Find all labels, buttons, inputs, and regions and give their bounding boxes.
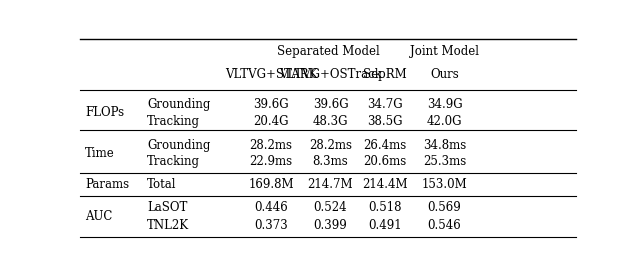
Text: 34.9G: 34.9G — [427, 98, 462, 111]
Text: AUC: AUC — [85, 210, 113, 223]
Text: Joint Model: Joint Model — [410, 45, 479, 58]
Text: 22.9ms: 22.9ms — [250, 155, 292, 168]
Text: 34.8ms: 34.8ms — [423, 139, 466, 152]
Text: 48.3G: 48.3G — [313, 115, 348, 128]
Text: 214.4M: 214.4M — [362, 178, 408, 191]
Text: Tracking: Tracking — [147, 115, 200, 128]
Text: 39.6G: 39.6G — [313, 98, 348, 111]
Text: 0.546: 0.546 — [428, 219, 461, 232]
Text: 26.4ms: 26.4ms — [364, 139, 406, 152]
Text: VLTVG+STARK: VLTVG+STARK — [225, 68, 317, 81]
Text: 28.2ms: 28.2ms — [309, 139, 352, 152]
Text: 169.8M: 169.8M — [248, 178, 294, 191]
Text: 25.3ms: 25.3ms — [423, 155, 466, 168]
Text: 0.446: 0.446 — [254, 201, 288, 214]
Text: 34.7G: 34.7G — [367, 98, 403, 111]
Text: 20.4G: 20.4G — [253, 115, 289, 128]
Text: FLOPs: FLOPs — [85, 106, 124, 119]
Text: 28.2ms: 28.2ms — [250, 139, 292, 152]
Text: SepRM: SepRM — [363, 68, 407, 81]
Text: Total: Total — [147, 178, 177, 191]
Text: 0.569: 0.569 — [428, 201, 461, 214]
Text: LaSOT: LaSOT — [147, 201, 188, 214]
Text: Separated Model: Separated Model — [276, 45, 380, 58]
Text: Grounding: Grounding — [147, 98, 211, 111]
Text: Tracking: Tracking — [147, 155, 200, 168]
Text: 0.373: 0.373 — [254, 219, 288, 232]
Text: 214.7M: 214.7M — [308, 178, 353, 191]
Text: 0.518: 0.518 — [368, 201, 402, 214]
Text: 0.524: 0.524 — [314, 201, 348, 214]
Text: 39.6G: 39.6G — [253, 98, 289, 111]
Text: 8.3ms: 8.3ms — [312, 155, 348, 168]
Text: 38.5G: 38.5G — [367, 115, 403, 128]
Text: VLTVG+OSTrack: VLTVG+OSTrack — [279, 68, 382, 81]
Text: 20.6ms: 20.6ms — [364, 155, 406, 168]
Text: TNL2K: TNL2K — [147, 219, 189, 232]
Text: 153.0M: 153.0M — [422, 178, 467, 191]
Text: 0.399: 0.399 — [314, 219, 348, 232]
Text: Grounding: Grounding — [147, 139, 211, 152]
Text: Time: Time — [85, 147, 115, 160]
Text: 0.491: 0.491 — [368, 219, 402, 232]
Text: Params: Params — [85, 178, 129, 191]
Text: 42.0G: 42.0G — [427, 115, 462, 128]
Text: Ours: Ours — [430, 68, 459, 81]
